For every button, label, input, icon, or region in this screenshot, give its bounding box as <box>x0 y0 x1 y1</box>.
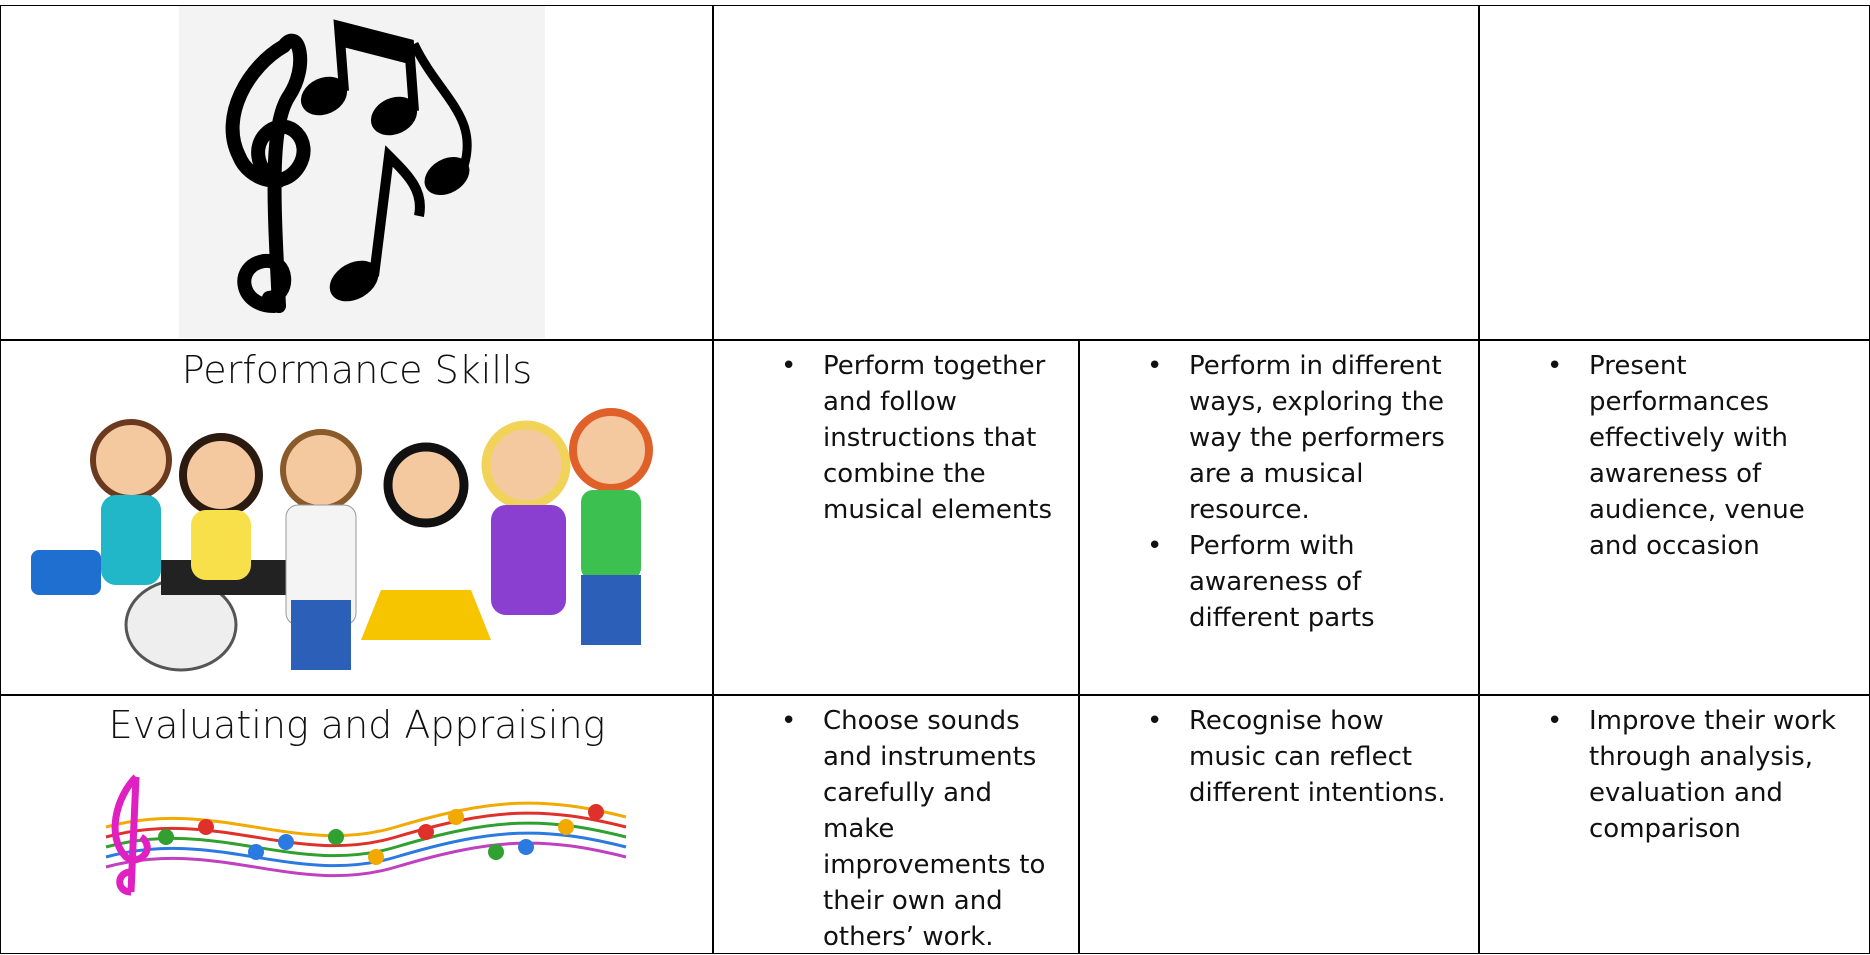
bullet-list: Choose sounds and instruments carefully … <box>713 695 1079 955</box>
bullet-list: Recognise how music can reflect differen… <box>1079 695 1479 811</box>
bullet-list: Perform together and follow instructions… <box>713 340 1079 528</box>
bullet-item: Present performances effectively with aw… <box>1547 348 1857 564</box>
skill-cell: Perform together and follow instructions… <box>712 339 1080 696</box>
children-band-image <box>31 408 653 672</box>
bullet-list: Present performances effectively with aw… <box>1479 340 1869 564</box>
row-label: Performance Skills <box>181 348 533 392</box>
bullet-item: Perform together and follow instructions… <box>781 348 1067 528</box>
label-cell: Evaluating and Appraising <box>0 694 714 954</box>
skill-cell: Perform in different ways, exploring the… <box>1078 339 1480 696</box>
row-label: Evaluating and Appraising <box>108 703 606 747</box>
image-cell <box>0 5 714 341</box>
bullet-item: Recognise how music can reflect differen… <box>1147 703 1467 811</box>
empty-cell <box>712 5 1480 341</box>
bullet-list: Perform in different ways, exploring the… <box>1079 340 1479 636</box>
label-cell: Performance Skills <box>0 339 714 696</box>
skill-cell: Present performances effectively with aw… <box>1478 339 1870 696</box>
skill-cell: Improve their work through analysis, eva… <box>1478 694 1870 954</box>
skill-cell: Choose sounds and instruments carefully … <box>712 694 1080 954</box>
music-staff-image <box>105 774 627 896</box>
bullet-item: Choose sounds and instruments carefully … <box>781 703 1067 955</box>
bullet-item: Improve their work through analysis, eva… <box>1547 703 1857 847</box>
bullet-list: Improve their work through analysis, eva… <box>1479 695 1869 847</box>
music-notes-image <box>179 6 545 338</box>
bullet-item: Perform in different ways, exploring the… <box>1147 348 1467 528</box>
empty-cell <box>1478 5 1870 341</box>
skill-cell: Recognise how music can reflect differen… <box>1078 694 1480 954</box>
bullet-item: Perform with awareness of different part… <box>1147 528 1467 636</box>
